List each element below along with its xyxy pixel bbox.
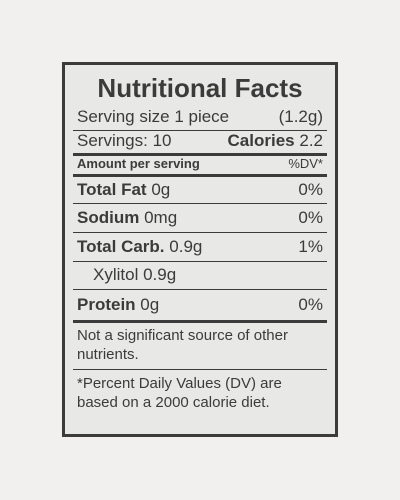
serving-size: Serving size 1 piece	[77, 107, 230, 126]
nutrient-name: Protein	[77, 295, 136, 314]
nutrient-row: Total Carb. 0.9g 1%	[77, 237, 323, 257]
nutrition-label: Nutritional Facts Serving size 1 piece (…	[62, 62, 338, 437]
nutrient-name: Sodium	[77, 208, 140, 227]
nutrient-dv: 0%	[298, 295, 323, 314]
rule	[73, 174, 327, 177]
nutrient-amount: 0g	[151, 180, 171, 199]
rule	[73, 289, 327, 290]
nutrient-amount: 0.9g	[169, 237, 203, 256]
nutrient-name: Xylitol	[93, 265, 139, 284]
header-row: Amount per serving %DV*	[77, 156, 323, 171]
nutrient-row: Sodium 0mg 0%	[77, 208, 323, 228]
rule	[73, 261, 327, 262]
rule	[73, 203, 327, 204]
rule	[73, 130, 327, 131]
rule	[73, 232, 327, 233]
calories-value: 2.2	[299, 131, 323, 150]
nutrient-row: Total Fat 0g 0%	[77, 180, 323, 200]
nutrient-row: Protein 0g 0%	[77, 295, 323, 315]
footnote: Not a significant source of other nutrie…	[77, 327, 288, 363]
nutrient-dv: 1%	[298, 237, 323, 256]
nutrient-name: Total Fat	[77, 180, 147, 199]
nutrient-amount: 0g	[140, 295, 160, 314]
nutrient-amount: 0mg	[144, 208, 178, 227]
dv-note: *Percent Daily Values (DV) are based on …	[77, 375, 282, 411]
servings-row: Servings: 10 Calories 2.2	[77, 131, 323, 151]
rule	[73, 320, 327, 323]
dv-header: %DV*	[288, 156, 323, 171]
servings: Servings: 10	[77, 131, 172, 150]
calories-label: Calories	[227, 131, 295, 150]
calories: Calories 2.2	[228, 131, 323, 151]
nutrient-name: Total Carb.	[77, 237, 165, 256]
rule	[73, 369, 327, 370]
amount-header: Amount per serving	[77, 156, 200, 171]
serving-weight: (1.2g)	[278, 107, 323, 126]
nutrient-dv: 0%	[298, 180, 323, 199]
title: Nutritional Facts	[97, 73, 303, 103]
nutrient-amount: 0.9g	[143, 265, 177, 284]
serving-row: Serving size 1 piece (1.2g)	[77, 107, 323, 127]
nutrient-dv: 0%	[298, 208, 323, 227]
rule	[73, 153, 327, 156]
nutrient-row: Xylitol 0.9g	[93, 265, 323, 285]
